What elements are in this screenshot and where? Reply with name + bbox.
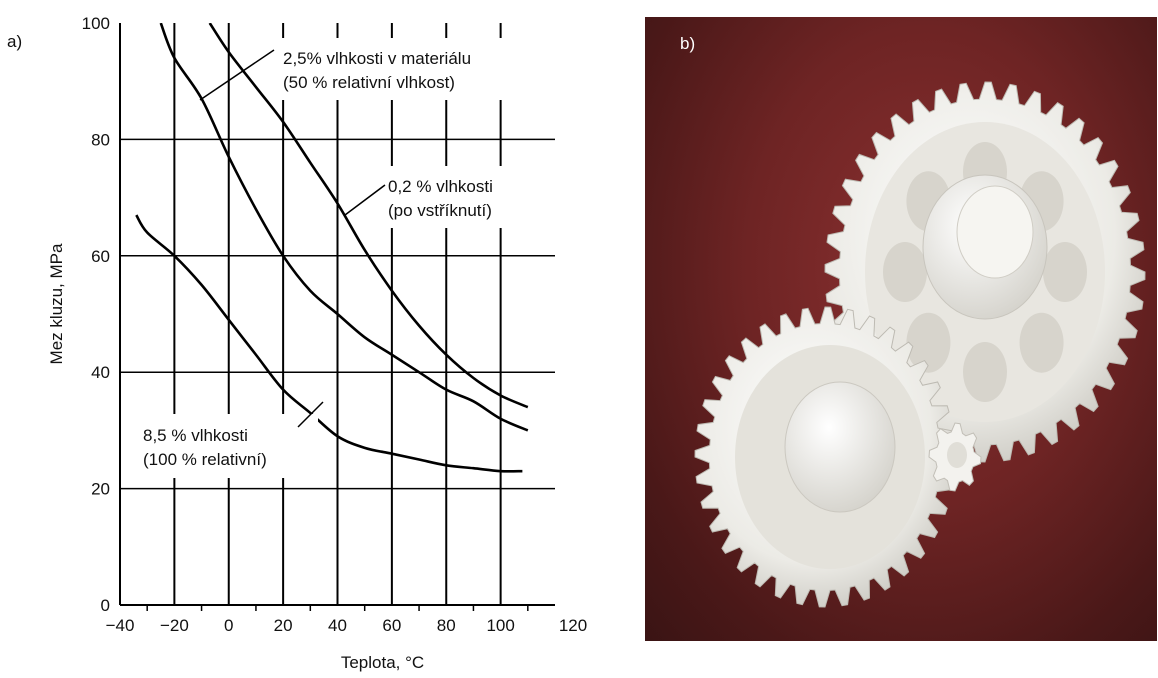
y-tick-label: 80 xyxy=(91,130,110,149)
annotation-leader xyxy=(297,401,324,428)
annotation-text: (50 % relativní vlhkost) xyxy=(283,73,455,92)
annotation-text: 0,2 % vlhkosti xyxy=(388,177,493,196)
series-line-2 xyxy=(135,214,523,473)
large-gear-window xyxy=(963,342,1007,402)
x-tick-label: −40 xyxy=(106,616,135,635)
gears-photo: b) xyxy=(645,17,1157,641)
x-tick-label: 80 xyxy=(437,616,456,635)
x-tick-label: 0 xyxy=(224,616,233,635)
annotation-text: 2,5% vlhkosti v materiálu xyxy=(283,49,471,68)
x-axis-label: Teplota, °C xyxy=(341,653,424,672)
annotation-text: 8,5 % vlhkosti xyxy=(143,426,248,445)
annotation-backdrop xyxy=(378,166,538,228)
x-tick-label: 60 xyxy=(382,616,401,635)
pinion-bore xyxy=(947,442,967,468)
panel-a-label: a) xyxy=(7,32,23,51)
y-tick-label: 100 xyxy=(82,14,110,33)
large-gear-window xyxy=(883,242,927,302)
annotation-leader xyxy=(344,184,386,216)
large-gear-bore xyxy=(956,185,1034,279)
y-tick-label: 60 xyxy=(91,247,110,266)
series-line-0 xyxy=(208,23,529,409)
annotation-backdrop xyxy=(268,38,558,100)
small-gear-hub xyxy=(784,381,896,513)
annotation-text: (100 % relativní) xyxy=(143,450,267,469)
y-tick-label: 20 xyxy=(91,480,110,499)
annotation-backdrop xyxy=(128,414,318,478)
x-tick-label: 100 xyxy=(486,616,514,635)
yield-strength-chart: −40 −20 0 20 40 60 80 100 120 0 20 40 60 80 100 Teplota… xyxy=(47,14,587,672)
large-gear-window xyxy=(1043,242,1087,302)
large-gear-window xyxy=(906,312,951,373)
gears-illustration xyxy=(694,81,1146,608)
series-line-1 xyxy=(159,23,529,432)
x-tick-label: 20 xyxy=(274,616,293,635)
small-gear xyxy=(694,306,982,608)
x-tick-label: 40 xyxy=(328,616,347,635)
y-axis-label: Mez kluzu, MPa xyxy=(47,243,66,364)
annotation-text: (po vstříknutí) xyxy=(388,201,492,220)
panel-b-label: b) xyxy=(680,34,696,53)
large-gear-window xyxy=(1019,312,1064,373)
y-tick-label: 40 xyxy=(91,363,110,382)
x-tick-label: 120 xyxy=(559,616,587,635)
annotation-leader xyxy=(199,49,275,101)
y-tick-label: 0 xyxy=(101,596,110,615)
x-tick-label: −20 xyxy=(160,616,189,635)
